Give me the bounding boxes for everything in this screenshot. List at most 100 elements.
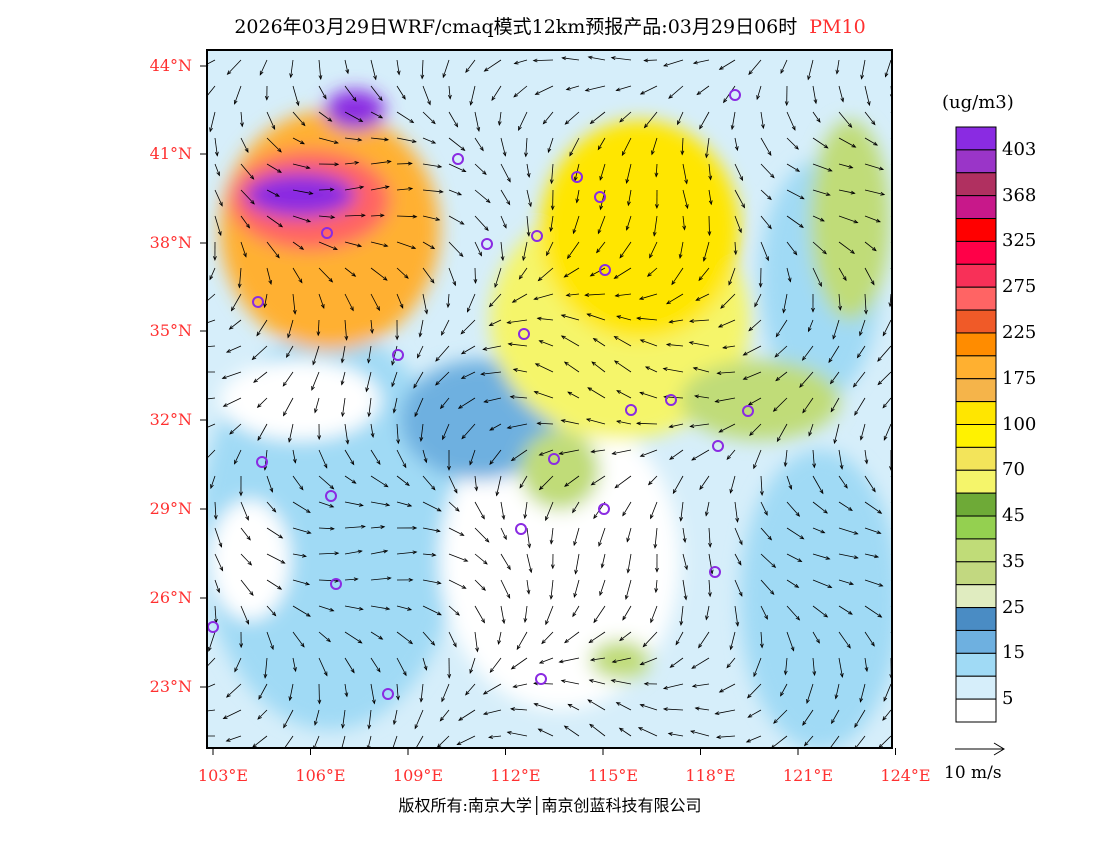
wind-arrow xyxy=(496,475,502,496)
wind-arrow xyxy=(786,631,795,651)
wind-arrow xyxy=(226,345,242,353)
wind-arrow xyxy=(719,59,736,70)
wind-arrow xyxy=(601,553,606,568)
wind-arrow xyxy=(760,605,768,620)
wind-arrow xyxy=(240,215,250,229)
wind-arrow xyxy=(650,501,658,519)
wind-arrow xyxy=(422,553,436,556)
wind-arrow xyxy=(614,267,632,279)
wind-arrow xyxy=(318,293,325,309)
lon-label: 112°E xyxy=(490,766,541,785)
wind-arrow xyxy=(214,163,220,176)
wind-arrow xyxy=(654,527,658,548)
wind-arrow xyxy=(799,371,814,388)
wind-arrow xyxy=(489,293,502,307)
wind-arrow xyxy=(734,527,743,545)
wind-arrow xyxy=(210,475,216,489)
legend-colorbar xyxy=(955,126,997,723)
wind-arrow xyxy=(292,501,311,513)
wind-arrow xyxy=(890,241,892,244)
wind-arrow xyxy=(344,475,356,484)
wind-arrow xyxy=(559,657,580,663)
wind-arrow xyxy=(238,267,242,288)
wind-arrow xyxy=(730,475,736,494)
legend-swatch xyxy=(955,561,997,586)
wind-arrow xyxy=(396,475,410,486)
wind-arrow xyxy=(878,735,892,748)
wind-arrow xyxy=(442,59,450,78)
wind-arrow xyxy=(474,215,489,231)
wind-arrow xyxy=(448,631,457,647)
wind-arrow xyxy=(292,527,311,534)
wind-arrow xyxy=(437,735,450,748)
wind-arrow xyxy=(836,59,840,74)
legend-label: 368 xyxy=(1002,184,1037,206)
wind-arrow xyxy=(344,186,364,191)
lat-label: 41°N xyxy=(149,144,192,163)
wind-arrow xyxy=(422,137,436,144)
wind-arrow xyxy=(838,475,848,489)
wind-arrow xyxy=(292,605,311,617)
wind-arrow xyxy=(695,293,710,301)
wind-arrow xyxy=(266,189,280,197)
wind-arrow xyxy=(318,552,339,555)
wind-arrow xyxy=(838,501,853,511)
wind-arrow xyxy=(448,605,460,616)
wind-arrow xyxy=(465,683,476,696)
wind-arrow xyxy=(890,579,892,581)
wind-arrow xyxy=(748,709,762,718)
wind-arrow xyxy=(550,579,554,599)
wind-arrow xyxy=(393,397,398,413)
wind-arrow xyxy=(419,319,424,337)
wind-arrow xyxy=(669,423,684,428)
wind-arrow xyxy=(561,335,580,347)
wind-arrow xyxy=(835,683,840,699)
wind-arrow xyxy=(589,631,606,643)
wind-arrow xyxy=(616,420,632,425)
wind-arrow xyxy=(500,137,506,156)
wind-arrow xyxy=(669,319,684,323)
legend-label: 15 xyxy=(1002,642,1025,664)
wind-arrow xyxy=(266,241,280,258)
wind-arrow xyxy=(422,657,427,670)
wind-arrow xyxy=(422,631,435,646)
wind-arrow xyxy=(812,475,824,494)
wind-arrow xyxy=(474,475,478,491)
wind-arrow xyxy=(619,241,632,258)
wind-arrow xyxy=(760,137,772,156)
city-marker xyxy=(452,153,464,165)
wind-arrow xyxy=(484,59,502,72)
wind-arrow xyxy=(786,241,798,255)
wind-arrow xyxy=(513,368,528,373)
wind-arrow xyxy=(396,551,417,555)
wind-arrow xyxy=(448,189,462,196)
wind-arrow xyxy=(576,189,580,203)
legend-label: 325 xyxy=(1002,230,1037,252)
legend-swatch xyxy=(955,149,997,174)
wind-arrow xyxy=(777,423,788,442)
wind-arrow xyxy=(599,579,606,596)
legend-label: 175 xyxy=(1002,367,1037,389)
wind-arrow xyxy=(586,418,606,425)
wind-arrow xyxy=(708,579,711,597)
wind-arrow xyxy=(253,371,268,383)
legend-swatch xyxy=(955,263,997,288)
wind-arrow xyxy=(422,527,440,532)
wind-arrow xyxy=(292,657,297,672)
wind-arrow xyxy=(760,631,763,648)
wind-arrow xyxy=(890,553,892,555)
wind-arrow xyxy=(639,293,658,300)
wind-arrow xyxy=(257,397,268,408)
wind-arrow xyxy=(786,189,805,200)
wind-arrow xyxy=(396,111,414,123)
legend-swatch xyxy=(955,172,997,197)
legend-swatch xyxy=(955,424,997,448)
wind-arrow xyxy=(489,657,502,673)
wind-arrow xyxy=(682,553,688,570)
wind-arrow xyxy=(640,339,658,347)
wind-arrow xyxy=(460,319,476,335)
wind-arrow xyxy=(539,657,554,664)
wind-arrow xyxy=(640,704,658,711)
lon-label: 106°E xyxy=(295,766,346,785)
wind-arrow xyxy=(780,683,788,696)
